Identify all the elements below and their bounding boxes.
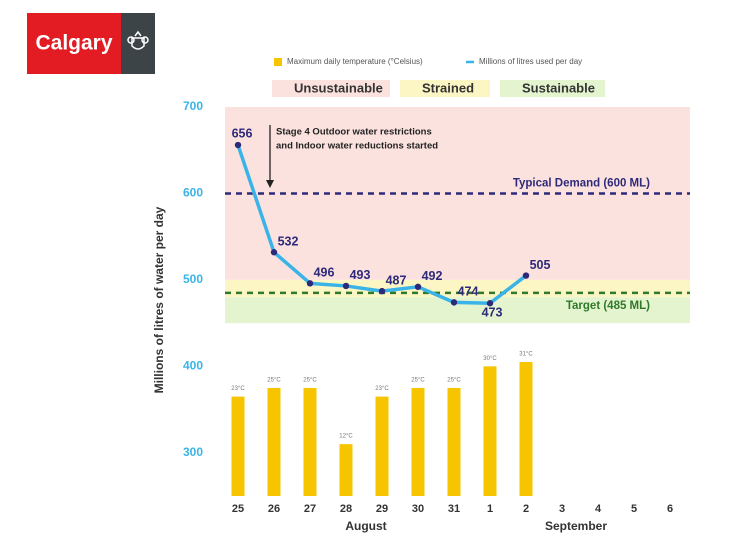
zone-legend-swatch: [400, 80, 490, 97]
point-label: 493: [350, 268, 371, 282]
x-tick-label: 4: [595, 503, 602, 515]
logo-box: [27, 13, 121, 74]
point: [414, 283, 422, 291]
point-label: 532: [278, 235, 299, 249]
zone-legend-swatch: [500, 80, 605, 97]
x-tick-label: 6: [667, 503, 673, 515]
logo-crest: [127, 30, 149, 50]
point-label: 487: [386, 273, 407, 287]
bar: [375, 396, 389, 496]
zone-legend-label: Strained: [422, 80, 474, 95]
x-tick-label: 26: [268, 503, 280, 515]
month-label: August: [345, 519, 386, 533]
point: [486, 300, 494, 307]
y-tick-label: 300: [183, 445, 203, 459]
y-tick-label: 400: [183, 359, 203, 373]
point-label: 505: [530, 258, 551, 272]
x-tick-label: 29: [376, 503, 388, 515]
bar: [519, 362, 533, 496]
x-tick-label: 25: [232, 503, 244, 515]
x-tick-label: 27: [304, 503, 316, 515]
x-tick-label: 3: [559, 503, 565, 515]
legend-label: Millions of litres used per day: [479, 57, 582, 66]
point: [270, 249, 278, 256]
bar: [411, 387, 425, 496]
y-axis-label: Millions of litres of water per day: [152, 206, 166, 393]
point-label: 656: [232, 126, 253, 140]
point: [450, 299, 458, 306]
x-tick-label: 5: [631, 503, 637, 515]
zone-legend-label: Sustainable: [522, 80, 595, 95]
logo-crest-box: [121, 13, 155, 74]
logo-text: Calgary: [35, 32, 112, 55]
point: [234, 141, 242, 149]
reference-label: Target (485 ML): [566, 300, 650, 312]
bar: [447, 387, 461, 496]
bar: [303, 387, 317, 496]
bar: [231, 396, 245, 496]
month-label: September: [545, 519, 607, 533]
bar-label: 25°C: [303, 378, 317, 384]
y-tick-label: 500: [183, 272, 203, 286]
point: [342, 282, 350, 290]
point: [378, 287, 386, 295]
y-tick-label: 700: [183, 99, 203, 113]
annotation-arrowhead: [266, 180, 274, 188]
point-label: 473: [482, 306, 503, 320]
annotation: and Indoor water reductions started: [276, 141, 438, 152]
x-tick-label: 2: [523, 503, 529, 515]
annotation: Stage 4 Outdoor water restrictions: [276, 127, 432, 138]
bar: [339, 444, 353, 496]
x-tick-label: 28: [340, 503, 352, 515]
point: [306, 280, 314, 287]
bar-label: 25°C: [267, 378, 281, 384]
bar: [483, 366, 497, 496]
x-tick-label: 30: [412, 503, 424, 515]
point-label: 492: [422, 269, 443, 283]
reference-label: Typical Demand (600 ML): [513, 177, 650, 189]
y-tick-label: 600: [183, 186, 203, 200]
zone-legend-label: Unsustainable: [294, 80, 383, 95]
legend-swatch: [274, 58, 282, 66]
zone-legend-swatch: [272, 80, 390, 97]
x-tick-label: 31: [448, 503, 460, 515]
bar-label: 12°C: [339, 434, 353, 440]
point: [522, 272, 530, 279]
bar-label: 25°C: [411, 378, 425, 384]
bar-label: 23°C: [375, 386, 389, 392]
legend-label: Maximum daily temperature (°Celsius): [287, 57, 423, 66]
bar-label: 25°C: [447, 378, 461, 384]
point-label: 474: [458, 285, 479, 299]
bar-label: 31°C: [519, 352, 533, 358]
point-label: 496: [314, 266, 335, 280]
bar-label: 30°C: [483, 356, 497, 362]
bar: [267, 387, 281, 496]
bar-label: 23°C: [231, 386, 245, 392]
x-tick-label: 1: [487, 503, 493, 515]
